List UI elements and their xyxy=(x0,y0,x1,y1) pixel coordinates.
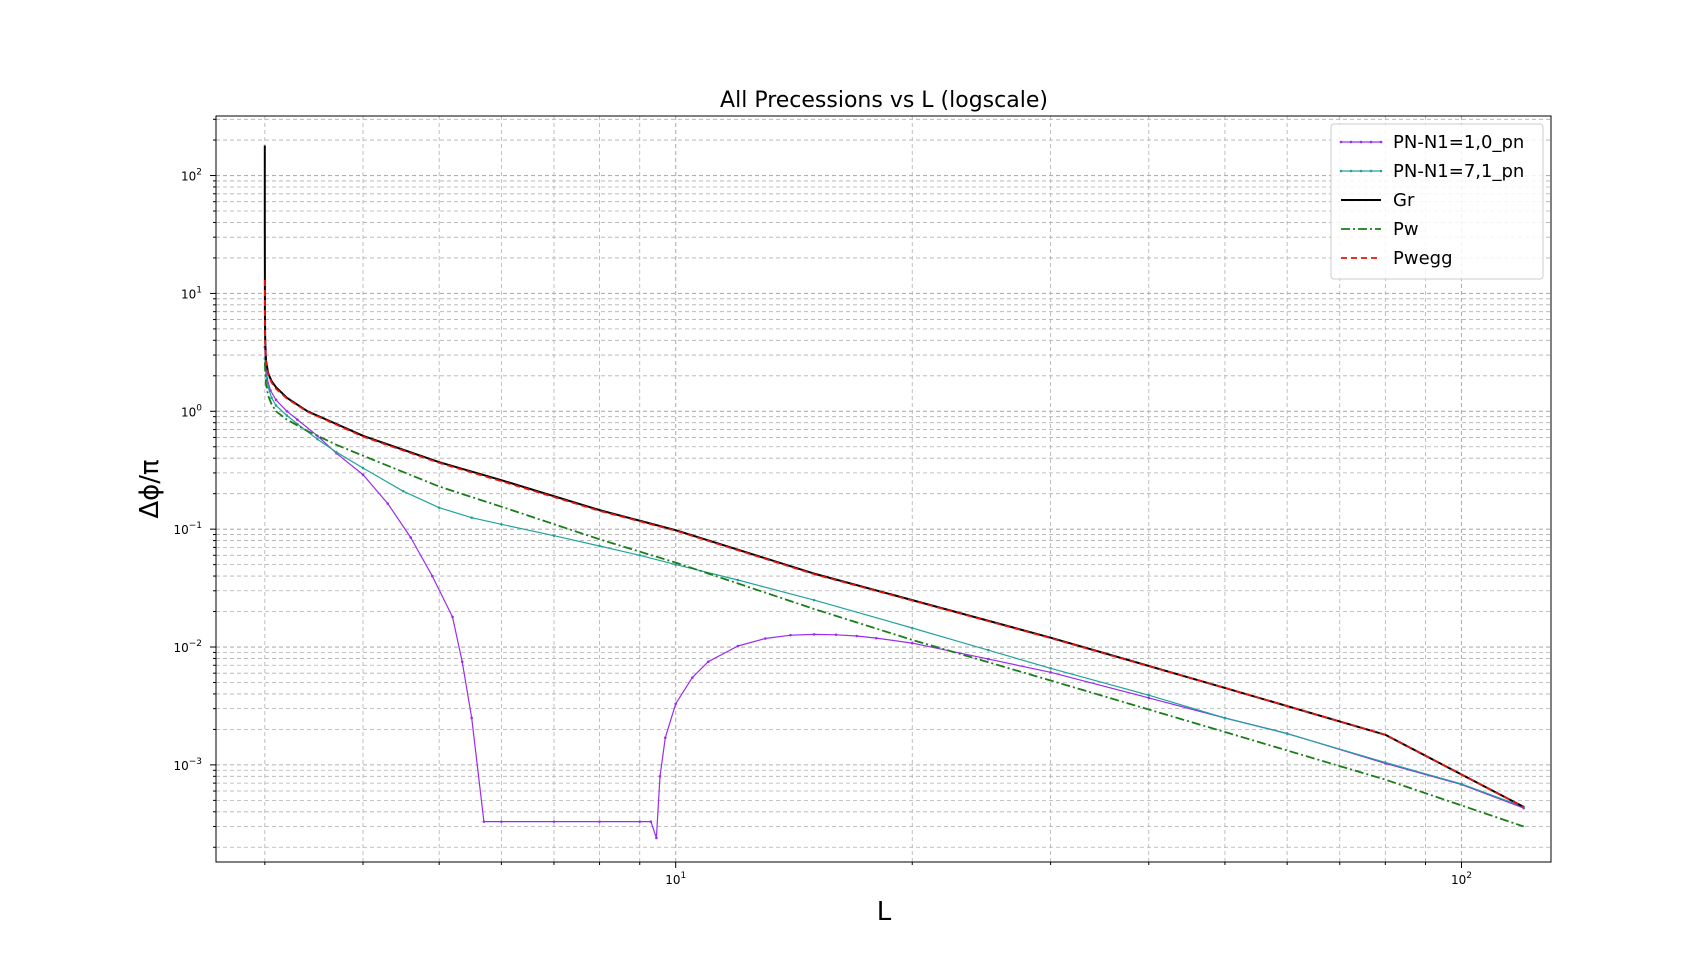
series-point-2 xyxy=(500,522,503,526)
series-point-1 xyxy=(649,820,653,823)
series-point-1 xyxy=(274,398,278,402)
legend-label-5: Pwegg xyxy=(1393,248,1453,269)
series-point-1 xyxy=(409,536,413,539)
series-point-2 xyxy=(361,466,365,470)
series-point-2 xyxy=(470,516,473,520)
series-point-1 xyxy=(460,660,464,664)
legend-swatch-dot xyxy=(1349,140,1353,144)
legend-box xyxy=(1330,123,1544,280)
legend-swatch-dot xyxy=(1339,140,1343,144)
y-tick-label: 100 xyxy=(181,403,202,419)
series-point-2 xyxy=(638,553,642,557)
series-point-1 xyxy=(855,634,859,638)
series-point-1 xyxy=(552,820,556,823)
series-line-1 xyxy=(264,347,1524,839)
series-point-1 xyxy=(451,615,454,619)
series-point-1 xyxy=(674,702,677,706)
series-point-1 xyxy=(691,676,694,679)
x-tick-label: 102 xyxy=(1451,871,1472,887)
legend-swatch-dot xyxy=(1369,169,1373,173)
series-point-2 xyxy=(285,414,289,417)
x-axis-ticks: 101 102 xyxy=(264,862,1472,887)
legend-label-2: PN-N1=7,1_pn xyxy=(1393,161,1524,182)
series-point-1 xyxy=(812,633,816,636)
y-axis-ticks: 102 101 100 10−1 10−2 10−3 xyxy=(173,118,216,848)
series-point-2 xyxy=(1223,716,1227,720)
series-point-2 xyxy=(437,506,441,510)
legend-swatch-dot xyxy=(1339,169,1343,173)
series-point-1 xyxy=(1147,696,1151,700)
series-point-1 xyxy=(655,836,658,840)
series-point-2 xyxy=(274,404,278,407)
series-point-2 xyxy=(270,396,273,400)
legend-swatch-dot xyxy=(1359,169,1363,173)
series-point-2 xyxy=(1384,761,1387,764)
series-point-1 xyxy=(910,641,914,645)
y-tick-label: 101 xyxy=(181,285,202,301)
y-axis-label: Δϕ/π xyxy=(135,459,165,518)
series-point-1 xyxy=(470,716,473,720)
series-point-2 xyxy=(987,648,990,652)
y-tick-label: 10−1 xyxy=(173,521,202,537)
series-point-2 xyxy=(316,437,319,441)
y-tick-label: 10−3 xyxy=(173,757,202,773)
series-point-1 xyxy=(834,633,838,637)
plot-frame xyxy=(215,115,1552,863)
x-tick-label: 101 xyxy=(665,871,686,887)
series-layer xyxy=(263,145,1525,840)
series-point-1 xyxy=(638,820,642,823)
chart-title: All Precessions vs L (logscale) xyxy=(720,88,1048,113)
legend-swatch-dot xyxy=(1379,169,1383,173)
series-point-1 xyxy=(763,637,767,640)
legend-swatch-dot xyxy=(1379,140,1383,144)
legend-label-3: Gr xyxy=(1393,190,1415,211)
series-point-1 xyxy=(664,736,667,740)
series-point-2 xyxy=(401,489,405,493)
legend-label-1: PN-N1=1,0_pn xyxy=(1393,132,1524,153)
series-point-1 xyxy=(706,660,710,664)
series-point-2 xyxy=(1147,693,1151,697)
legend-swatch-dot xyxy=(1359,140,1363,144)
series-line-4 xyxy=(263,362,1524,828)
legend-swatch-dot xyxy=(1369,140,1373,144)
series-point-1 xyxy=(736,644,740,648)
series-line-5 xyxy=(263,279,1525,808)
series-point-2 xyxy=(910,626,914,630)
series-point-1 xyxy=(386,502,389,505)
series-point-2 xyxy=(674,563,677,566)
legend-label-4: Pw xyxy=(1393,219,1419,240)
series-point-1 xyxy=(789,633,792,637)
series-point-2 xyxy=(335,450,338,454)
series-point-2 xyxy=(1460,782,1463,786)
legend-swatch-dot xyxy=(1349,169,1353,173)
series-point-1 xyxy=(285,409,289,413)
y-tick-label: 10−2 xyxy=(173,639,202,655)
series-point-2 xyxy=(736,578,740,582)
series-point-1 xyxy=(296,418,299,421)
series-point-1 xyxy=(482,820,486,823)
series-point-2 xyxy=(598,544,601,548)
y-tick-label: 102 xyxy=(181,168,202,184)
series-point-1 xyxy=(598,820,601,823)
series-point-1 xyxy=(430,574,434,578)
grid-lines xyxy=(216,116,1551,862)
series-point-1 xyxy=(500,820,503,823)
legend: PN-N1=1,0_pn PN-N1=7,1_pn Gr Pw Pwegg xyxy=(1330,123,1544,280)
x-axis-label: L xyxy=(877,897,892,927)
series-point-2 xyxy=(1049,666,1052,670)
series-point-1 xyxy=(987,657,990,661)
series-point-1 xyxy=(658,775,662,778)
series-point-1 xyxy=(361,473,365,476)
series-point-2 xyxy=(1285,732,1289,735)
series-point-1 xyxy=(1049,671,1052,674)
series-point-2 xyxy=(812,598,816,602)
series-point-1 xyxy=(874,636,878,640)
series-point-2 xyxy=(552,534,556,537)
